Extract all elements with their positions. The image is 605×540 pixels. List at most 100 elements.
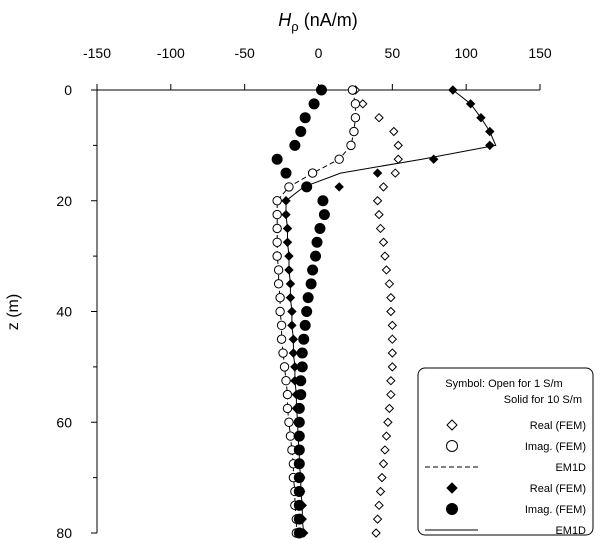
series-0-point-5 (393, 154, 403, 164)
legend-title-line-1: Symbol: Open for 1 S/m (445, 378, 562, 390)
legend-diamond-3 (446, 482, 458, 494)
series-4-point-31 (293, 513, 305, 525)
series-0-point-4 (393, 140, 403, 151)
series-3-point-6 (372, 168, 383, 178)
x-tick-label-6: 150 (528, 45, 552, 61)
series-4-point-5 (271, 153, 283, 165)
series-1-point-12 (272, 251, 282, 261)
series-1-point-10 (272, 223, 282, 234)
y-tick-label-1: 20 (56, 193, 72, 209)
series-4-point-22 (295, 389, 307, 401)
series-3-point-13 (284, 265, 294, 275)
series-1-point-15 (275, 292, 285, 303)
series-3-point-4 (485, 140, 495, 151)
series-4-point-2 (299, 112, 311, 124)
series-1-point-2 (350, 112, 361, 123)
series-4-point-20 (296, 361, 308, 373)
series-1-point-20 (279, 362, 290, 372)
series-0-point-16 (386, 306, 396, 317)
legend-label-5: EM1D (555, 525, 586, 537)
series-4-point-19 (296, 347, 308, 359)
legend-label-3: Real (FEM) (530, 483, 586, 495)
series-0-point-19 (387, 348, 398, 358)
series-3-point-18 (288, 334, 299, 344)
series-3-point-11 (282, 237, 293, 247)
series-0-point-22 (386, 389, 396, 400)
series-0-point-15 (386, 292, 396, 303)
series-4-point-9 (318, 209, 330, 221)
series-1-point-18 (276, 334, 287, 344)
series-4-point-14 (305, 278, 317, 290)
series-1-point-23 (282, 403, 293, 414)
x-tick-label-5: 100 (454, 45, 478, 61)
series-4-point-32 (293, 527, 305, 539)
series-0-point-23 (384, 403, 395, 414)
series-3-point-8 (281, 196, 291, 206)
legend-title-line-2: Solid for 10 S/m (504, 394, 582, 406)
series-4-point-0 (315, 84, 327, 96)
series-3-point-12 (284, 251, 294, 261)
series-0-point-27 (378, 459, 389, 469)
series-0-point-21 (386, 376, 396, 386)
series-4-point-29 (293, 485, 305, 497)
series-0-point-11 (378, 237, 389, 247)
series-3-point-1 (465, 99, 476, 109)
series-1-point-3 (349, 126, 359, 137)
series-0-point-28 (377, 472, 387, 483)
series-3-point-0 (448, 85, 458, 95)
series-0-point-3 (389, 126, 399, 137)
series-1-point-22 (282, 389, 293, 400)
series-0-point-6 (390, 168, 400, 178)
y-tick-label-0: 0 (64, 82, 72, 98)
legend-label-0: Real (FEM) (530, 420, 586, 432)
series-4-point-10 (314, 222, 326, 234)
series-4-point-27 (293, 458, 305, 470)
series-0-point-17 (387, 320, 398, 331)
series-0-point-20 (387, 362, 398, 372)
x-ticks: -150 -100 -50 0 50 100 150 (83, 45, 552, 90)
series-4-point-12 (310, 250, 322, 262)
series-1-point-8 (272, 196, 282, 206)
series-0-point-25 (381, 431, 392, 441)
series-3-point-10 (282, 223, 293, 234)
series-3-point-19 (288, 348, 299, 358)
series-0-point-12 (380, 251, 390, 261)
series-4-point-8 (317, 195, 329, 207)
legend-circle-1 (446, 440, 458, 452)
series-0-point-24 (383, 417, 393, 427)
series-3-point-5 (428, 154, 439, 164)
series-1-point-0 (347, 85, 358, 95)
series-1-point-21 (281, 376, 291, 386)
x-tick-label-0: -150 (83, 45, 111, 61)
series-1-point-17 (276, 320, 287, 331)
series-4-point-3 (295, 126, 307, 138)
legend-label-4: Imag. (FEM) (525, 504, 586, 516)
series-1-point-6 (307, 168, 318, 178)
series-1-point-1 (350, 99, 361, 109)
legend-label-1: Imag. (FEM) (525, 441, 586, 453)
series-4-point-13 (307, 264, 319, 276)
series-1-point-14 (273, 279, 284, 289)
series-3-point-16 (287, 306, 297, 317)
series-4-point-15 (302, 292, 314, 304)
x-tick-label-2: -50 (235, 45, 255, 61)
series-4-point-28 (293, 472, 305, 484)
series-4-point-24 (293, 416, 305, 428)
series-1-point-5 (334, 154, 344, 164)
series-1-point-7 (284, 182, 294, 192)
series-3-point-15 (285, 292, 296, 303)
series-0-point-14 (384, 279, 395, 289)
series-4-point-25 (293, 430, 305, 442)
x-tick-label-4: 50 (385, 45, 401, 61)
y-axis-label: z (m) (5, 294, 22, 330)
series-1-point-24 (284, 417, 294, 427)
series-1-point-9 (272, 209, 282, 220)
series-3-point-9 (281, 209, 291, 220)
series-0-point-31 (372, 514, 383, 524)
x-axis-label-main: H (278, 10, 292, 30)
y-tick-label-3: 60 (56, 414, 72, 430)
series-3-point-14 (285, 279, 296, 289)
x-tick-label-1: -100 (157, 45, 185, 61)
series-1-point-16 (275, 306, 285, 317)
series-0-point-29 (375, 486, 386, 497)
